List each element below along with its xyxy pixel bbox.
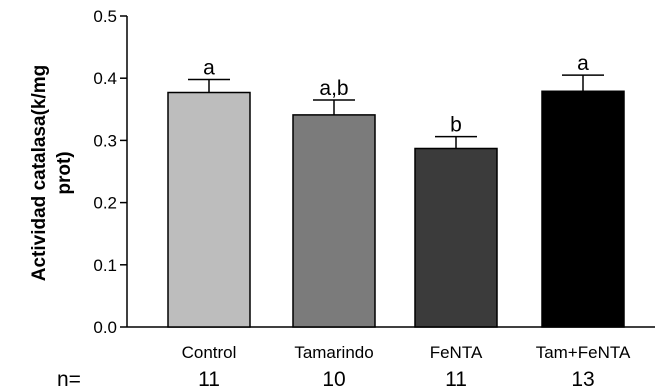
y-tick-label: 0.2 — [93, 194, 117, 213]
significance-label: a,b — [319, 77, 348, 100]
plot-area: 0.0 0.1 0.2 0.3 0.4 0.5 a Control 11 a,b Tamarindo… — [57, 7, 655, 391]
significance-label: b — [450, 114, 462, 137]
y-tick-label: 0.1 — [93, 256, 117, 275]
n-value: 13 — [571, 368, 594, 391]
n-value: 11 — [198, 368, 220, 391]
n-label: n= — [57, 368, 81, 391]
x-tick-label: Tam+FeNTA — [536, 343, 631, 362]
n-value: 11 — [445, 368, 467, 391]
bar-control — [167, 91, 251, 328]
bar-fenta — [414, 147, 498, 328]
significance-label: a — [577, 52, 589, 75]
y-axis-title-line-1: Actividad catalasa(k/mg — [29, 65, 50, 281]
x-tick-label: Control — [182, 343, 237, 362]
y-axis-title-line-2: prot) — [54, 151, 75, 194]
y-tick-label: 0.5 — [93, 7, 117, 26]
y-tick-label: 0.0 — [93, 318, 117, 337]
y-tick-label: 0.4 — [93, 69, 117, 88]
y-axis-title: Actividad catalasa(k/mg prot) — [29, 65, 75, 281]
x-tick-label: FeNTA — [430, 343, 483, 362]
y-tick-label: 0.3 — [93, 131, 117, 150]
bar-tamarindo — [292, 114, 376, 328]
significance-label: a — [203, 56, 215, 79]
bar-tam-fenta — [541, 90, 625, 328]
x-tick-label: Tamarindo — [294, 343, 373, 362]
n-value: 10 — [322, 368, 345, 391]
